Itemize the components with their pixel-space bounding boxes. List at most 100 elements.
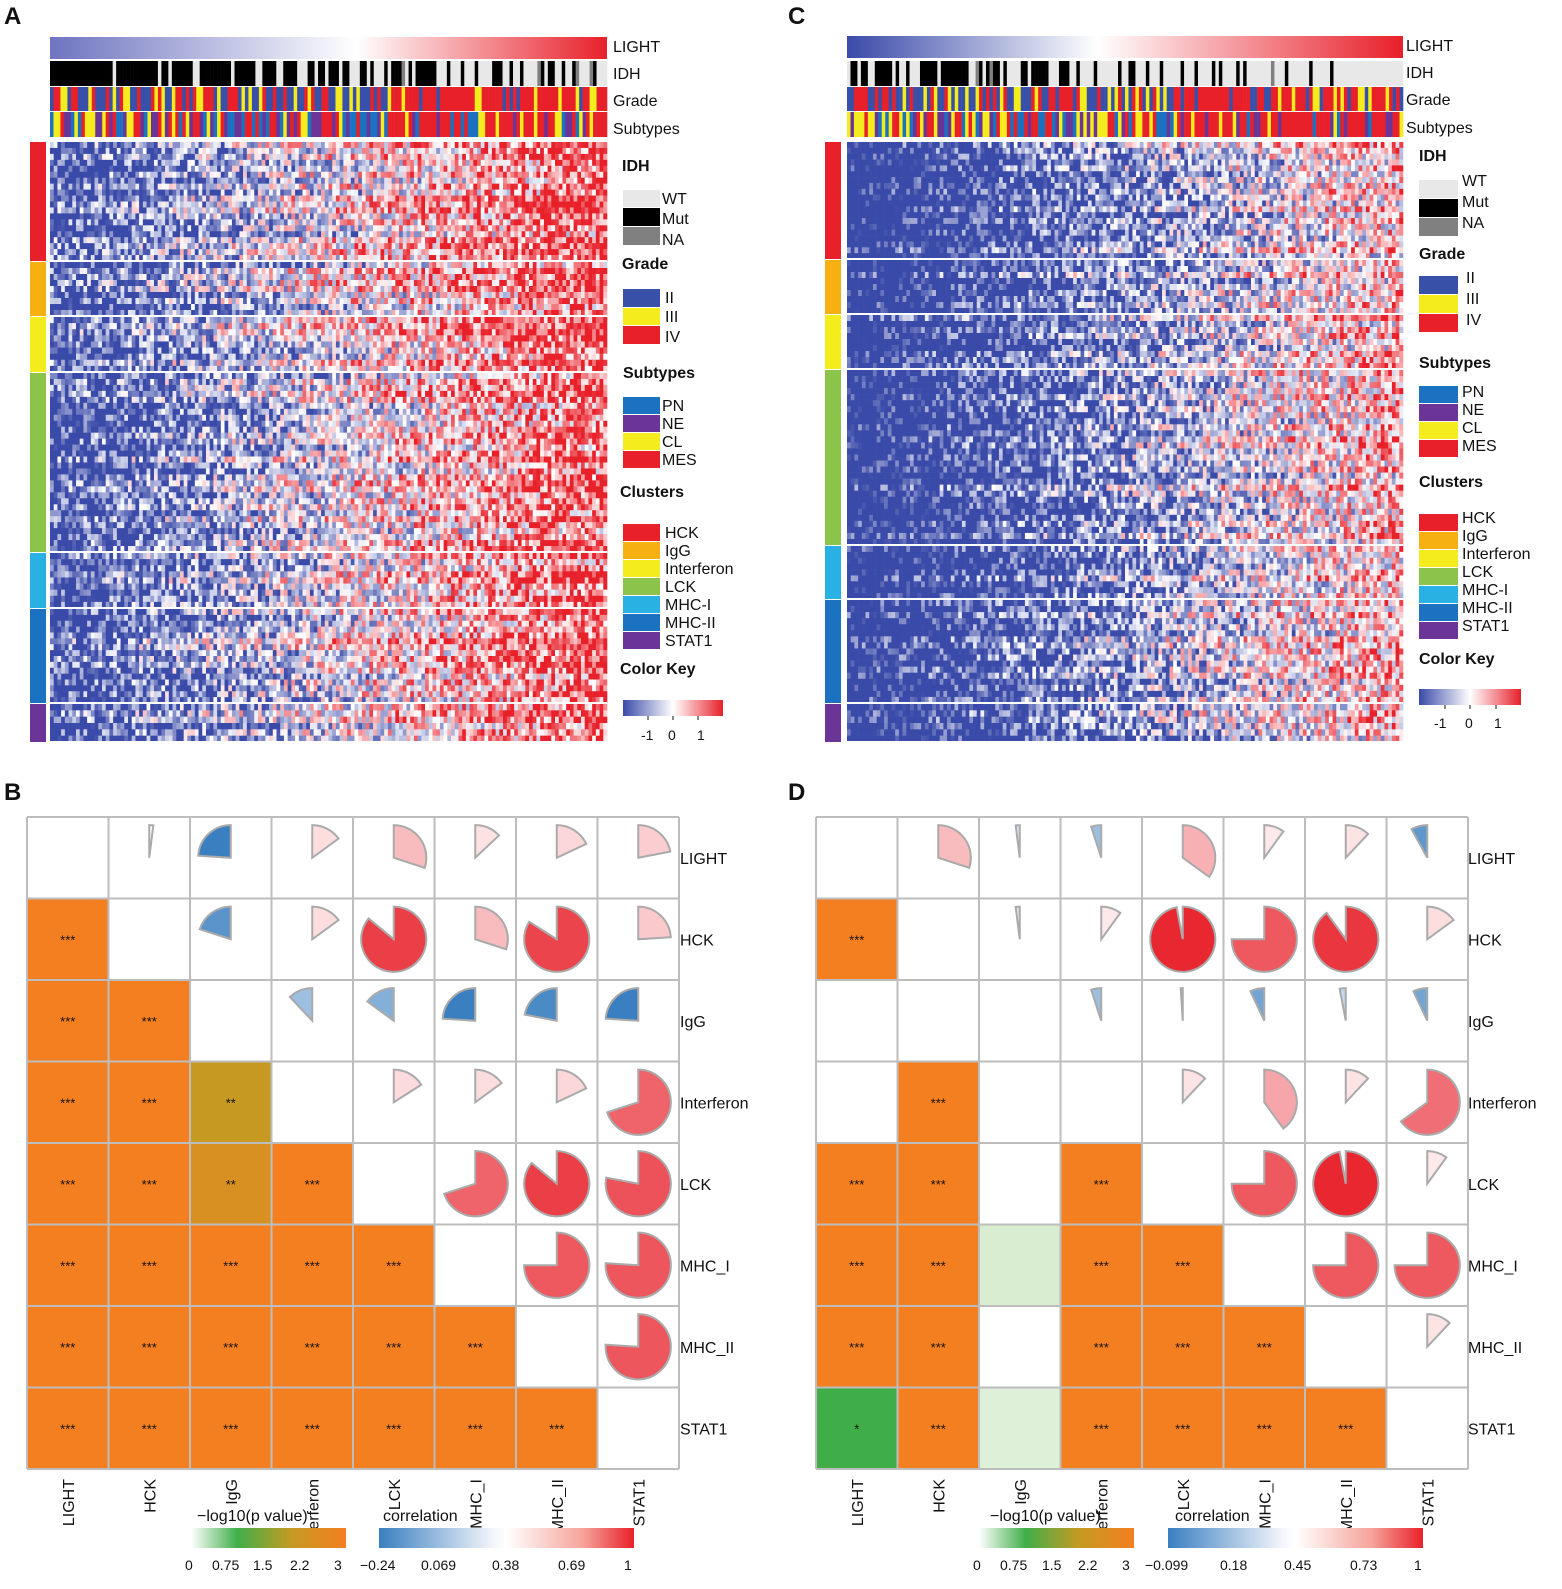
idh-cell [593, 61, 597, 86]
grade-track-a [50, 87, 607, 111]
heatmap-cell [80, 166, 84, 172]
heatmap-cell [369, 172, 373, 178]
heatmap-cell [288, 142, 292, 148]
heatmap-cell [128, 172, 132, 178]
heatmap-cell [451, 160, 455, 166]
heatmap-cell [210, 160, 214, 166]
heatmap-cell [288, 166, 292, 172]
idh-cell [436, 61, 440, 86]
heatmap-cell [336, 160, 340, 166]
heatmap-cell [600, 154, 604, 160]
heatmap-cell [169, 172, 173, 178]
heatmap-cell [135, 154, 139, 160]
subtype-cell [294, 112, 298, 137]
subtype-cell [332, 112, 336, 137]
idh-cell [478, 61, 482, 86]
heatmap-cell [536, 154, 540, 160]
heatmap-cell [559, 154, 563, 160]
heatmap-cell [121, 178, 125, 184]
heatmap-cell [600, 160, 604, 166]
idh-cell [604, 61, 608, 86]
heatmap-cell [228, 160, 232, 166]
heatmap-cell [80, 172, 84, 178]
heatmap-cell [492, 160, 496, 166]
subtype-cell [248, 112, 252, 137]
heatmap-cell [458, 142, 462, 148]
heatmap-cell [221, 160, 225, 166]
heatmap-cell [132, 178, 136, 184]
idh-cell [154, 61, 158, 86]
heatmap-cell [533, 166, 537, 172]
heatmap-cell [87, 160, 91, 166]
heatmap-cell [98, 178, 102, 184]
grade-cell [120, 87, 124, 111]
grade-cell [123, 87, 127, 111]
heatmap-cell [503, 172, 507, 178]
heatmap-cell [406, 166, 410, 172]
grade-cell [583, 87, 587, 111]
idh-cell [179, 61, 183, 86]
heatmap-cell [592, 154, 596, 160]
heatmap-cell [102, 178, 106, 184]
heatmap-cell [410, 166, 414, 172]
heatmap-cell [466, 148, 470, 154]
heatmap-cell [106, 178, 110, 184]
heatmap-cell [284, 166, 288, 172]
subtype-cell [436, 112, 440, 137]
grade-cell [71, 87, 75, 111]
heatmap-cell [236, 148, 240, 154]
heatmap-cell [410, 142, 414, 148]
heatmap-cell [581, 142, 585, 148]
heatmap-cell [180, 160, 184, 166]
heatmap-cell [57, 142, 61, 148]
subtype-cell [120, 112, 124, 137]
heatmap-cell [169, 166, 173, 172]
heatmap-cell [299, 148, 303, 154]
subtype-cell [207, 112, 211, 137]
heatmap-cell [269, 172, 273, 178]
annot-grade-label-a: Grade [613, 93, 658, 110]
heatmap-cell [588, 172, 592, 178]
grade-cell [221, 87, 225, 111]
heatmap-cell [106, 148, 110, 154]
idh-cell [579, 61, 583, 86]
light-bar-a [50, 37, 607, 59]
heatmap-cell [299, 172, 303, 178]
idh-cell [530, 61, 534, 86]
subtype-cell [301, 112, 305, 137]
heatmap-cell [65, 142, 69, 148]
heatmap-cell [169, 160, 173, 166]
heatmap-cell [187, 154, 191, 160]
heatmap-cell [80, 142, 84, 148]
subtype-cell [81, 112, 85, 137]
subtype-cell [113, 112, 117, 137]
idh-cell [116, 61, 120, 86]
subtype-cell [297, 112, 301, 137]
heatmap-cell [117, 148, 121, 154]
heatmap-cell [462, 148, 466, 154]
grade-cell [600, 87, 604, 111]
heatmap-cell [109, 142, 113, 148]
heatmap-cell [373, 148, 377, 154]
heatmap-cell [91, 154, 95, 160]
subtype-cell [506, 112, 510, 137]
heatmap-cell [377, 154, 381, 160]
heatmap-cell [559, 166, 563, 172]
heatmap-cell [574, 142, 578, 148]
heatmap-cell [54, 160, 58, 166]
heatmap-cell [187, 148, 191, 154]
grade-cell [447, 87, 451, 111]
heatmap-cell [596, 172, 600, 178]
heatmap-cell [481, 160, 485, 166]
heatmap-cell [366, 148, 370, 154]
grade-cell [165, 87, 169, 111]
heatmap-cell [169, 148, 173, 154]
heatmap-cell [132, 160, 136, 166]
grade-cell [478, 87, 482, 111]
idh-cell [367, 61, 371, 86]
heatmap-cell [592, 166, 596, 172]
heatmap-cell [347, 154, 351, 160]
heatmap-cell [548, 166, 552, 172]
heatmap-cell [533, 148, 537, 154]
heatmap-cell [392, 166, 396, 172]
